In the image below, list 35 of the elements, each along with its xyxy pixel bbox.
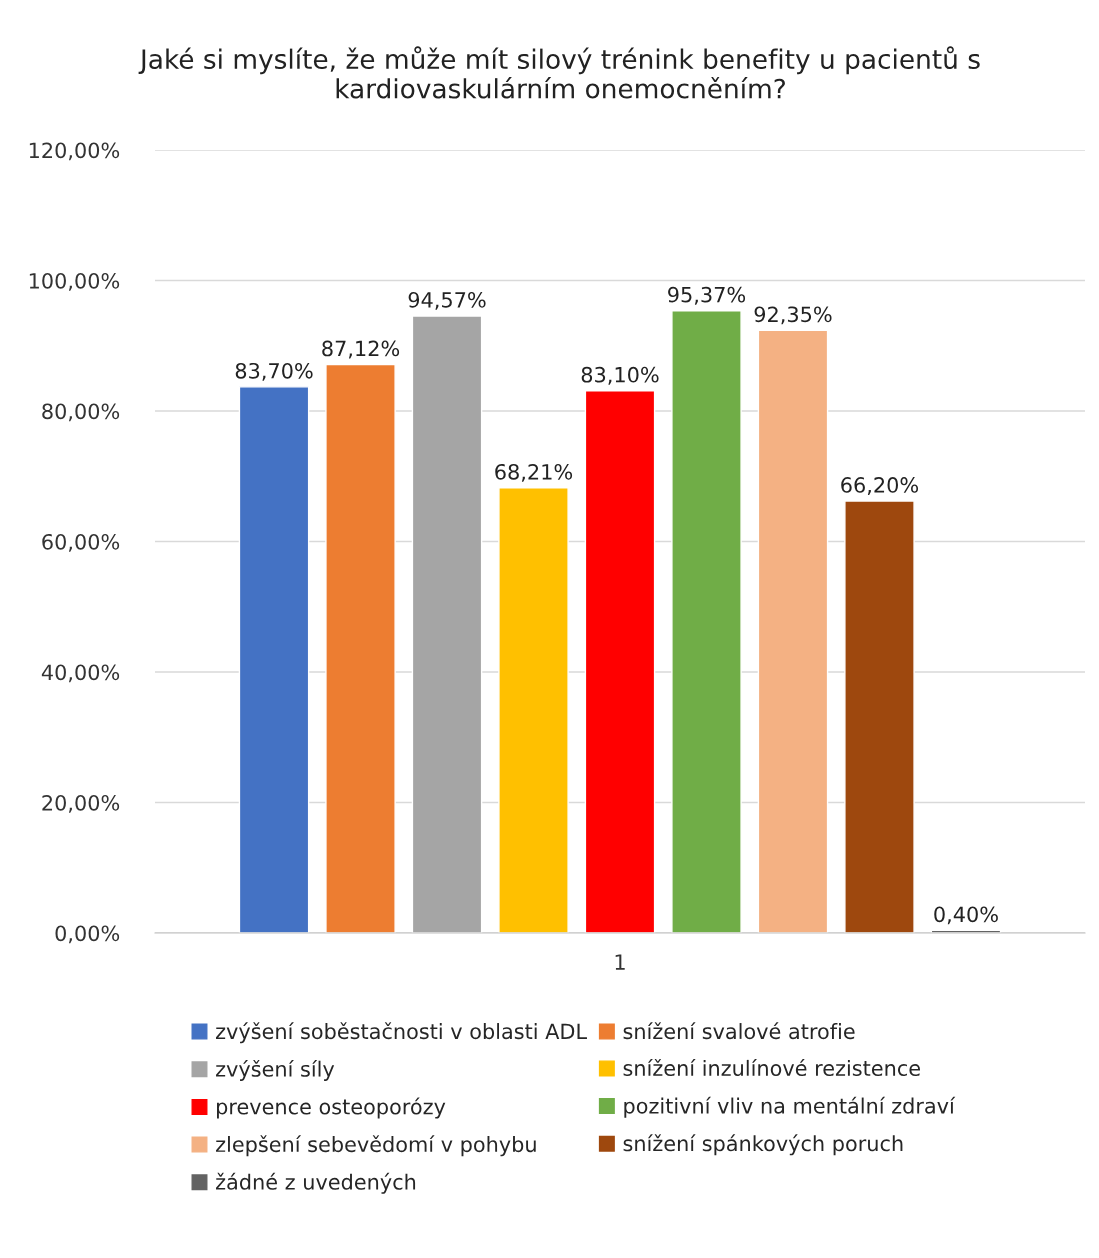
bar bbox=[498, 487, 569, 933]
legend-label: zvýšení síly bbox=[216, 1059, 335, 1081]
legend-label: snížení inzulínové rezistence bbox=[623, 1059, 920, 1077]
y-tick-label: 0,00% bbox=[55, 925, 120, 944]
y-tick-label: 60,00% bbox=[42, 533, 120, 552]
legend-label: zlepšení sebevědomí v pohybu bbox=[216, 1135, 536, 1157]
data-label: 66,20% bbox=[841, 477, 919, 495]
legend-label: žádné z uvedených bbox=[216, 1172, 416, 1194]
data-label: 92,35% bbox=[754, 306, 832, 325]
legend-label: snížení spánkových poruch bbox=[623, 1134, 903, 1156]
data-label: 83,10% bbox=[581, 366, 659, 385]
legend-label: prevence osteoporózy bbox=[217, 1097, 446, 1119]
data-label: 83,70% bbox=[235, 362, 313, 381]
y-tick-label: 120,00% bbox=[29, 142, 120, 161]
bar bbox=[411, 315, 483, 933]
bar bbox=[757, 329, 829, 933]
legend-label: snížení svalové atrofie bbox=[623, 1022, 855, 1040]
legend-label: zvýšení soběstačnosti v oblasti ADL bbox=[216, 1022, 587, 1044]
chart-title: Jaké si myslíte, že může mít silový trénink benefity u pacientů s kardiovaskulárním onemocněním? bbox=[138, 46, 980, 99]
data-label: 87,12% bbox=[322, 340, 400, 359]
bar bbox=[325, 363, 396, 933]
data-label: 0,40% bbox=[934, 906, 998, 925]
y-tick-label: 80,00% bbox=[42, 403, 120, 422]
data-label: 94,57% bbox=[408, 291, 486, 310]
x-tick-label: 1 bbox=[615, 954, 625, 970]
data-label: 95,37% bbox=[668, 286, 746, 305]
data-label: 68,21% bbox=[495, 463, 573, 482]
bar bbox=[671, 310, 742, 933]
y-tick-label: 20,00% bbox=[42, 794, 120, 813]
bar bbox=[238, 386, 310, 933]
bar bbox=[584, 390, 656, 933]
y-tick-label: 40,00% bbox=[41, 664, 120, 683]
legend-label: pozitivní vliv na mentální zdraví bbox=[624, 1096, 956, 1118]
bar bbox=[844, 500, 915, 933]
y-tick-label: 100,00% bbox=[29, 272, 120, 291]
